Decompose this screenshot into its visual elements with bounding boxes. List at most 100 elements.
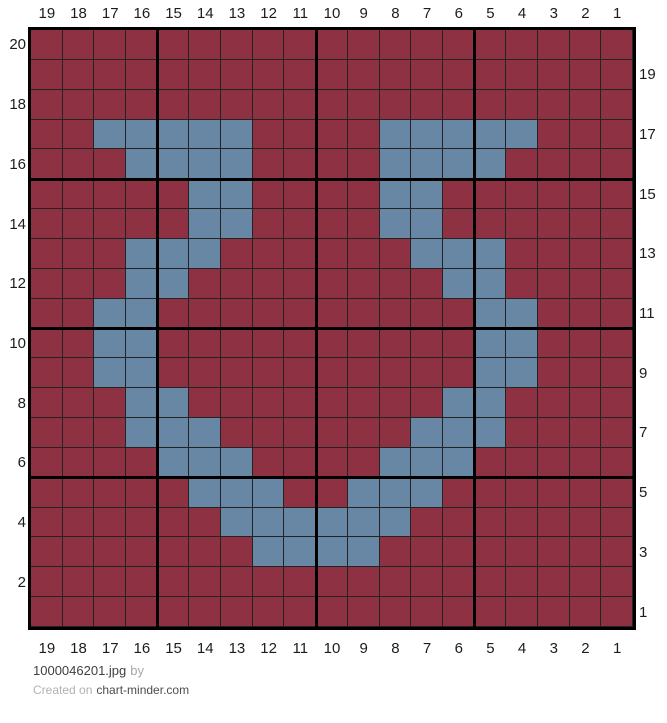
chart-cell xyxy=(347,567,380,598)
chart-cell xyxy=(252,89,285,120)
chart-cell xyxy=(347,179,380,210)
chart-cell xyxy=(379,119,412,150)
chart-cell xyxy=(474,597,507,627)
chart-cell xyxy=(284,59,317,90)
chart-cell xyxy=(537,89,570,120)
chart-cell xyxy=(379,328,412,359)
chart-cell xyxy=(94,298,127,329)
chart-cell xyxy=(347,328,380,359)
chart-minder-link[interactable]: chart-minder.com xyxy=(96,683,190,697)
chart-cell xyxy=(284,238,317,269)
chart-cell xyxy=(411,507,443,538)
bottom-axis-tick: 14 xyxy=(196,640,214,657)
chart-cell xyxy=(62,179,95,210)
bottom-axis-tick: 7 xyxy=(422,640,432,657)
chart-cell xyxy=(601,179,633,210)
chart-cell xyxy=(252,209,285,239)
chart-cell xyxy=(537,388,570,419)
chart-cell xyxy=(442,209,475,239)
chart-cell xyxy=(506,89,538,120)
chart-cell xyxy=(284,119,317,150)
chart-cell xyxy=(506,477,538,508)
chart-cell xyxy=(474,89,507,120)
chart-cell xyxy=(316,328,348,359)
chart-caption: 1000046201.jpg by xyxy=(33,663,144,678)
chart-cell xyxy=(189,477,222,508)
chart-cell xyxy=(62,507,95,538)
chart-cell xyxy=(189,567,222,598)
chart-cell xyxy=(252,418,285,448)
chart-cell xyxy=(189,597,222,627)
colorwork-chart xyxy=(28,27,636,630)
chart-cell xyxy=(94,119,127,150)
chart-cell xyxy=(31,209,63,239)
chart-cell xyxy=(411,447,443,478)
chart-cell xyxy=(157,149,190,180)
chart-cell xyxy=(221,238,253,269)
chart-cell xyxy=(252,238,285,269)
chart-cell xyxy=(569,358,602,389)
chart-cell xyxy=(569,238,602,269)
chart-cell xyxy=(94,477,127,508)
chart-cell xyxy=(94,30,127,60)
chart-cell xyxy=(221,89,253,120)
right-axis-tick: 9 xyxy=(639,364,648,382)
chart-cell xyxy=(316,358,348,389)
chart-cell xyxy=(221,179,253,210)
bottom-axis-tick: 2 xyxy=(581,640,590,657)
chart-cell xyxy=(157,268,190,299)
chart-cell xyxy=(126,238,158,269)
chart-cell xyxy=(442,119,475,150)
chart-cell xyxy=(411,149,443,180)
chart-cell xyxy=(601,149,633,180)
chart-cell xyxy=(316,179,348,210)
chart-cell xyxy=(221,597,253,627)
chart-cell xyxy=(347,418,380,448)
chart-cell xyxy=(221,447,253,478)
right-axis-tick xyxy=(639,329,665,359)
chart-cell xyxy=(411,179,443,210)
left-axis-tick: 2 xyxy=(17,573,26,591)
chart-cell xyxy=(474,179,507,210)
chart-cell xyxy=(474,149,507,180)
chart-cell xyxy=(31,358,63,389)
chart-cell xyxy=(316,119,348,150)
right-axis-tick: 7 xyxy=(639,424,648,442)
chart-cell xyxy=(379,30,412,60)
chart-cell xyxy=(379,537,412,568)
left-axis-tick xyxy=(0,358,26,388)
chart-cell xyxy=(379,358,412,389)
chart-cell xyxy=(189,328,222,359)
chart-cell xyxy=(411,597,443,627)
top-axis-tick: 5 xyxy=(486,5,495,22)
chart-cell xyxy=(347,537,380,568)
right-axis-tick xyxy=(639,567,665,597)
chart-cell xyxy=(157,179,190,210)
chart-cell xyxy=(601,298,633,329)
bottom-axis-tick: 10 xyxy=(323,640,341,657)
chart-cell xyxy=(221,477,253,508)
chart-cell xyxy=(537,358,570,389)
bottom-axis-tick: 11 xyxy=(292,640,309,657)
chart-cell xyxy=(31,567,63,598)
chart-cell xyxy=(442,149,475,180)
chart-cell xyxy=(506,179,538,210)
chart-cell xyxy=(252,298,285,329)
byline-label: by xyxy=(130,663,144,678)
chart-cell xyxy=(126,89,158,120)
chart-cell xyxy=(157,328,190,359)
chart-cell xyxy=(221,537,253,568)
left-axis-tick xyxy=(0,299,26,329)
right-axis-tick: 19 xyxy=(639,66,656,84)
chart-cell xyxy=(252,447,285,478)
chart-cell xyxy=(316,447,348,478)
chart-cell xyxy=(221,358,253,389)
chart-cell xyxy=(569,477,602,508)
chart-cell xyxy=(474,358,507,389)
chart-cell xyxy=(126,537,158,568)
chart-cell xyxy=(411,477,443,508)
chart-cell xyxy=(569,597,602,627)
chart-cell xyxy=(601,537,633,568)
chart-cell xyxy=(221,59,253,90)
chart-cell xyxy=(347,447,380,478)
